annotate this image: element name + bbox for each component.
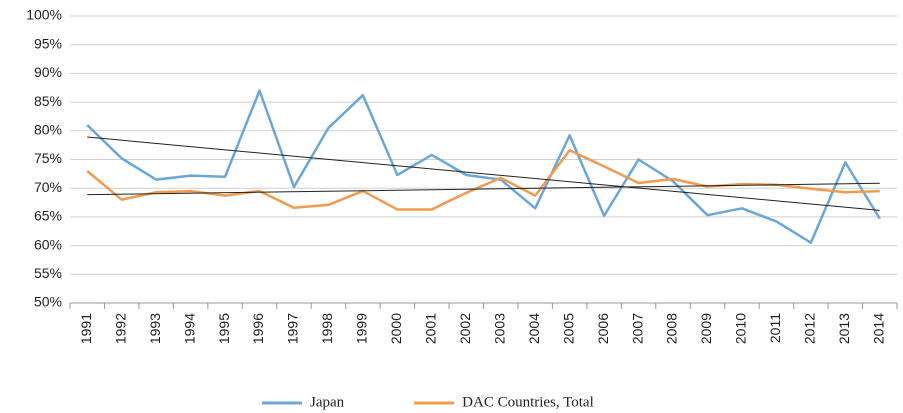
- x-tick-label: 1995: [216, 313, 232, 344]
- series-line: [86, 149, 880, 211]
- x-tick-label: 2009: [698, 313, 714, 344]
- x-tick-label: 1992: [112, 313, 128, 344]
- x-tick-label: 2006: [595, 313, 611, 344]
- y-tick-label: 50%: [34, 294, 62, 310]
- trendline: [87, 136, 880, 211]
- legend-label: DAC Countries, Total: [462, 394, 594, 410]
- x-tick-label: 2014: [870, 313, 886, 344]
- x-tick-label: 2005: [560, 313, 576, 344]
- legend-label: Japan: [310, 394, 345, 410]
- x-tick-label: 2001: [423, 313, 439, 344]
- x-tick-label: 2007: [629, 313, 645, 344]
- y-tick-label: 65%: [34, 208, 62, 224]
- y-tick-label: 100%: [26, 7, 62, 23]
- x-tick-label: 1994: [181, 313, 197, 344]
- x-tick-label: 2000: [388, 313, 404, 344]
- x-tick-label: 1996: [250, 313, 266, 344]
- y-tick-label: 70%: [34, 179, 62, 195]
- y-tick-label: 75%: [34, 150, 62, 166]
- x-tick-label: 1997: [285, 313, 301, 344]
- y-tick-label: 85%: [34, 93, 62, 109]
- x-tick-label: 2004: [526, 313, 542, 344]
- x-tick-label: 1991: [78, 313, 94, 344]
- x-tick-label: 2013: [836, 313, 852, 344]
- series-line: [86, 89, 881, 244]
- x-tick-label: 2002: [457, 313, 473, 344]
- y-tick-label: 80%: [34, 122, 62, 138]
- x-tick-label: 1998: [319, 313, 335, 344]
- y-tick-label: 95%: [34, 35, 62, 51]
- trendline: [87, 182, 880, 196]
- x-tick-label: 2012: [802, 313, 818, 344]
- y-tick-label: 55%: [34, 265, 62, 281]
- x-tick-label: 2010: [733, 313, 749, 344]
- x-tick-label: 2011: [767, 313, 783, 343]
- y-tick-label: 90%: [34, 64, 62, 80]
- x-tick-label: 1999: [354, 313, 370, 344]
- legend: Japan DAC Countries, Total: [262, 394, 594, 410]
- x-tick-label: 1993: [147, 313, 163, 344]
- y-tick-label: 60%: [34, 236, 62, 252]
- x-tick-label: 2003: [491, 313, 507, 344]
- x-tick-label: 2008: [664, 313, 680, 344]
